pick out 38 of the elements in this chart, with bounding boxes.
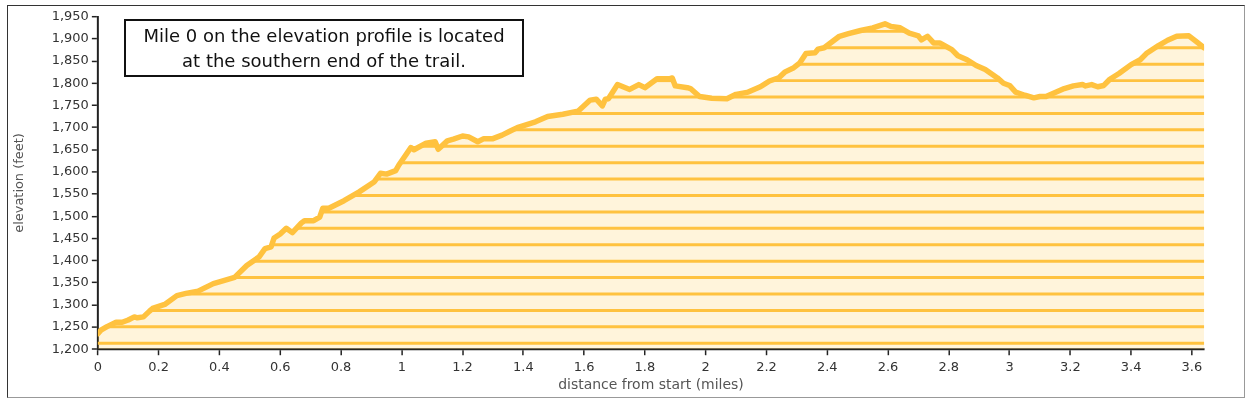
- x-tick-label: 1: [397, 359, 406, 375]
- x-tick-label: 3.4: [1120, 359, 1142, 375]
- x-tick-label: 3.6: [1181, 359, 1203, 375]
- x-tick-label: 1.2: [452, 359, 473, 375]
- y-tick-label: 1,750: [51, 96, 89, 112]
- y-tick-label: 1,900: [51, 30, 89, 46]
- y-tick-label: 1,500: [51, 207, 89, 223]
- y-tick-label: 1,800: [51, 74, 89, 90]
- x-tick-label: 0.8: [330, 359, 352, 375]
- y-tick-label: 1,700: [51, 118, 89, 134]
- y-tick-label: 1,950: [51, 8, 89, 24]
- y-tick-label: 1,850: [51, 52, 89, 68]
- x-tick-label: 2: [701, 359, 710, 375]
- y-tick-label: 1,400: [51, 251, 89, 267]
- y-tick-label: 1,450: [51, 229, 89, 245]
- x-tick-label: 2.2: [756, 359, 777, 375]
- x-tick-label: 0.6: [269, 359, 291, 375]
- y-axis-title: elevation (feet): [11, 133, 27, 233]
- x-axis-title: distance from start (miles): [558, 376, 744, 393]
- x-tick-label: 3: [1005, 359, 1014, 375]
- x-tick-label: 2.6: [877, 359, 899, 375]
- y-tick-label: 1,350: [51, 274, 89, 290]
- x-tick-label: 1.8: [634, 359, 656, 375]
- x-tick-label: 3.2: [1060, 359, 1081, 375]
- y-tick-label: 1,600: [51, 163, 89, 179]
- annotation: Mile 0 on the elevation profile is located at the southern end of the trail.: [124, 19, 524, 77]
- y-tick-label: 1,200: [51, 340, 89, 356]
- y-tick-label: 1,300: [51, 296, 89, 312]
- x-tick-label: 1.6: [573, 359, 595, 375]
- x-tick-label: 0: [93, 359, 102, 375]
- y-tick-label: 1,550: [51, 185, 89, 201]
- x-tick-label: 0.4: [209, 359, 230, 375]
- x-tick-label: 1.4: [513, 359, 534, 375]
- x-tick-label: 0.2: [148, 359, 169, 375]
- y-tick-label: 1,650: [51, 141, 89, 157]
- y-tick-label: 1,250: [51, 318, 89, 334]
- x-tick-label: 2.8: [938, 359, 960, 375]
- x-tick-label: 2.4: [816, 359, 838, 375]
